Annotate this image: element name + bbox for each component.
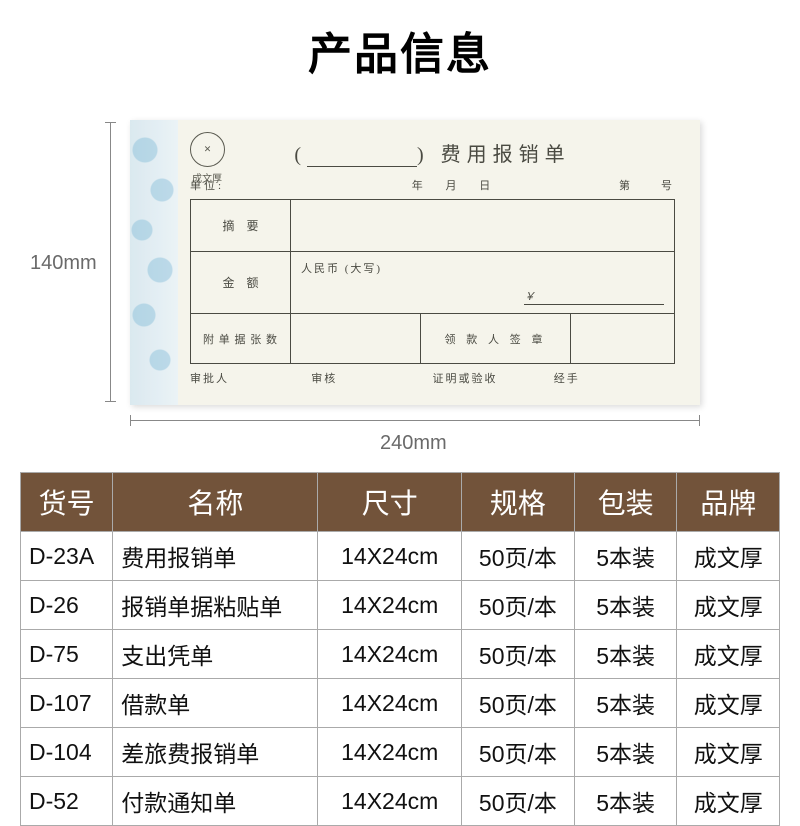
form-number-label: 第 号 [575,177,675,193]
form-month: 月 [446,180,460,192]
dimension-height-line [110,122,111,402]
form-title: () 费用报销单 [190,130,675,167]
table-cell: 5本装 [574,679,677,728]
brand-logo-icon: ✕ [190,132,225,167]
table-header-row: 货号 名称 尺寸 规格 包装 品牌 [21,473,780,532]
table-cell: 14X24cm [318,679,462,728]
table-cell: 5本装 [574,630,677,679]
form-year: 年 [412,180,426,192]
table-row: D-26报销单据粘贴单14X24cm50页/本5本装成文厚 [21,581,780,630]
form-signature-label: 领 款 人 签 章 [421,314,571,363]
table-cell: 成文厚 [677,581,780,630]
form-amount-label: 金额 [191,252,291,313]
table-row: D-23A费用报销单14X24cm50页/本5本装成文厚 [21,532,780,581]
form-approver-label: 审批人 [190,370,311,386]
col-header-spec: 规格 [462,473,575,532]
col-header-pack: 包装 [574,473,677,532]
col-header-brand: 品牌 [677,473,780,532]
table-cell: 50页/本 [462,728,575,777]
form-handler-label: 经手 [554,370,675,386]
dimension-width-line [130,420,700,421]
form-title-paren-open: ( [294,144,307,166]
page-title: 产品信息 [0,0,800,102]
spec-table: 货号 名称 尺寸 规格 包装 品牌 D-23A费用报销单14X24cm50页/本… [20,472,780,826]
table-row: D-52付款通知单14X24cm50页/本5本装成文厚 [21,777,780,826]
table-cell: 50页/本 [462,679,575,728]
table-cell: 50页/本 [462,630,575,679]
form-summary-label: 摘要 [191,200,291,251]
form-binding-strip [130,120,178,405]
table-cell: 50页/本 [462,777,575,826]
table-cell: 成文厚 [677,532,780,581]
col-header-name: 名称 [113,473,318,532]
table-cell: 成文厚 [677,630,780,679]
form-rmb-label: 人民币 (大写) [301,260,382,276]
form-grid: 摘要 金额 人民币 (大写) ￥ 附 单 据 张 数 领 款 人 签 章 [190,199,675,364]
table-cell: 50页/本 [462,581,575,630]
table-cell: D-23A [21,532,113,581]
table-cell: 5本装 [574,581,677,630]
table-row: D-107借款单14X24cm50页/本5本装成文厚 [21,679,780,728]
table-cell: 5本装 [574,532,677,581]
form-audit-label: 审核 [311,370,432,386]
brand-logo-text: 成文厚 [192,170,222,185]
dimension-width-label: 240mm [380,432,447,455]
table-row: D-104差旅费报销单14X24cm50页/本5本装成文厚 [21,728,780,777]
form-date-fields: 年 月 日 [270,177,575,193]
table-cell: 14X24cm [318,532,462,581]
table-cell: 报销单据粘贴单 [113,581,318,630]
col-header-code: 货号 [21,473,113,532]
table-cell: 借款单 [113,679,318,728]
table-cell: 付款通知单 [113,777,318,826]
col-header-size: 尺寸 [318,473,462,532]
table-cell: 14X24cm [318,777,462,826]
table-cell: 14X24cm [318,728,462,777]
form-verify-label: 证明或验收 [433,370,554,386]
table-cell: 5本装 [574,728,677,777]
table-cell: D-75 [21,630,113,679]
table-cell: D-107 [21,679,113,728]
table-cell: 14X24cm [318,630,462,679]
form-sample-image: ✕ 成文厚 () 费用报销单 单位: 年 月 日 第 号 摘要 [130,120,700,405]
table-cell: 成文厚 [677,728,780,777]
form-day: 日 [479,180,493,192]
table-cell: 成文厚 [677,777,780,826]
form-title-paren-close: ) [417,144,430,166]
form-title-text: 费用报销单 [441,144,571,166]
table-row: D-75支出凭单14X24cm50页/本5本装成文厚 [21,630,780,679]
table-cell: 差旅费报销单 [113,728,318,777]
dimension-height-label: 140mm [30,252,97,275]
table-cell: 费用报销单 [113,532,318,581]
table-cell: 14X24cm [318,581,462,630]
form-attachment-label: 附 单 据 张 数 [191,314,291,363]
table-cell: 5本装 [574,777,677,826]
table-cell: D-52 [21,777,113,826]
table-cell: D-26 [21,581,113,630]
table-cell: D-104 [21,728,113,777]
form-yen-line: ￥ [524,288,664,305]
table-cell: 支出凭单 [113,630,318,679]
product-diagram: 140mm ✕ 成文厚 () 费用报销单 单位: 年 月 日 第 号 [0,102,800,462]
table-cell: 成文厚 [677,679,780,728]
table-cell: 50页/本 [462,532,575,581]
